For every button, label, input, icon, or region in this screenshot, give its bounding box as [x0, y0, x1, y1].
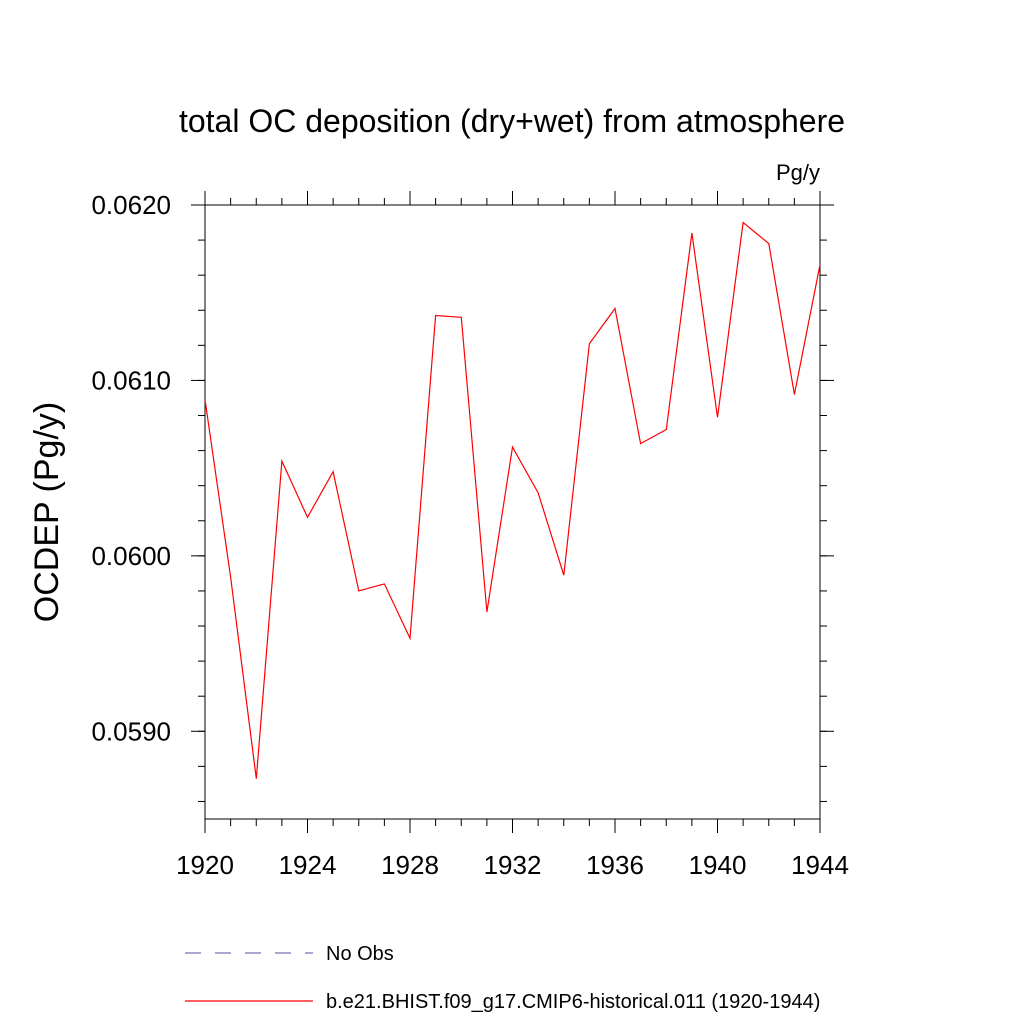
- x-tick-label: 1924: [279, 850, 337, 880]
- units-label: Pg/y: [776, 160, 820, 185]
- x-tick-label: 1936: [586, 850, 644, 880]
- y-tick-label: 0.0610: [91, 365, 171, 395]
- y-axis-label: OCDEP (Pg/y): [28, 402, 66, 622]
- y-tick-label: 0.0620: [91, 190, 171, 220]
- legend-label-historical: b.e21.BHIST.f09_g17.CMIP6-historical.011…: [326, 991, 820, 1013]
- y-tick-label: 0.0600: [91, 541, 171, 571]
- legend: No Obs b.e21.BHIST.f09_g17.CMIP6-histori…: [185, 943, 820, 1013]
- x-tick-label: 1940: [689, 850, 747, 880]
- series-line-historical: [204, 221, 821, 779]
- chart-title: total OC deposition (dry+wet) from atmos…: [179, 103, 845, 139]
- x-tick-label: 1928: [381, 850, 439, 880]
- plot-frame: [204, 204, 821, 820]
- x-tick-label: 1920: [176, 850, 234, 880]
- x-tick-label: 1944: [791, 850, 849, 880]
- major-ticks: [191, 191, 834, 833]
- series-layer: [204, 221, 821, 779]
- minor-ticks: [198, 198, 827, 826]
- y-tick-labels: 0.0590 0.0600 0.0610 0.0620: [91, 190, 171, 746]
- x-tick-labels: 1920 1924 1928 1932 1936 1940 1944: [176, 850, 849, 880]
- x-tick-label: 1932: [484, 850, 542, 880]
- y-tick-label: 0.0590: [91, 716, 171, 746]
- legend-label-no-obs: No Obs: [326, 943, 394, 965]
